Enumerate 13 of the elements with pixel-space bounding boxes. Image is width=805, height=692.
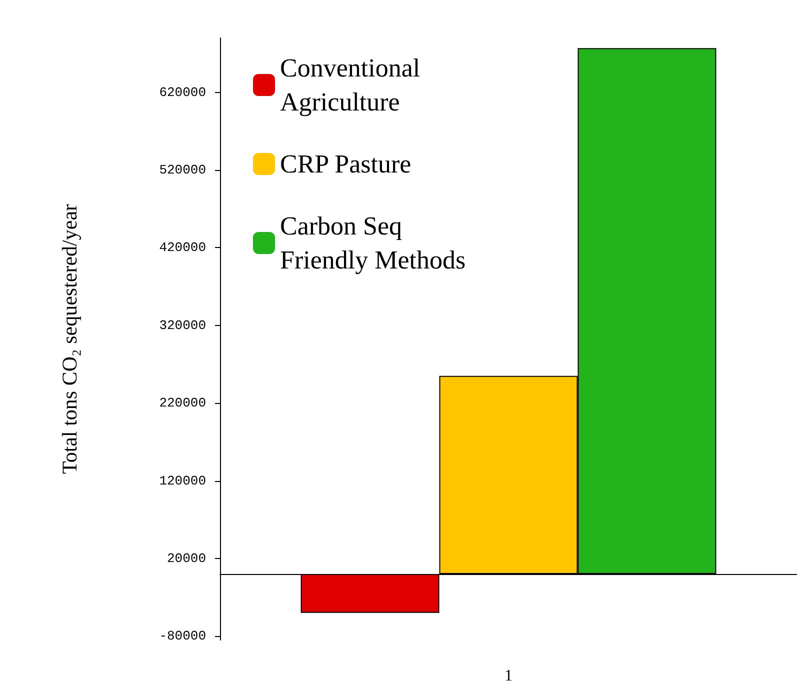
x-tick-label: 1 <box>504 668 512 684</box>
y-axis-title: Total tons CO₂ sequestered/year <box>58 204 82 474</box>
y-tick-label: 420000 <box>159 240 206 256</box>
y-tick-label: -80000 <box>159 628 206 644</box>
legend-label: Conventional Agriculture <box>280 54 427 116</box>
y-tick-label: 20000 <box>166 550 206 566</box>
y-tick-label: 220000 <box>159 396 206 411</box>
y-tick-label: 520000 <box>159 162 206 178</box>
legend-label: Carbon Seq Friendly Methods <box>280 212 466 274</box>
y-tick-label: 120000 <box>159 473 206 488</box>
legend-label: CRP Pasture <box>280 150 412 178</box>
y-tick-label: 320000 <box>159 318 206 333</box>
y-tick-label: 620000 <box>159 84 206 100</box>
